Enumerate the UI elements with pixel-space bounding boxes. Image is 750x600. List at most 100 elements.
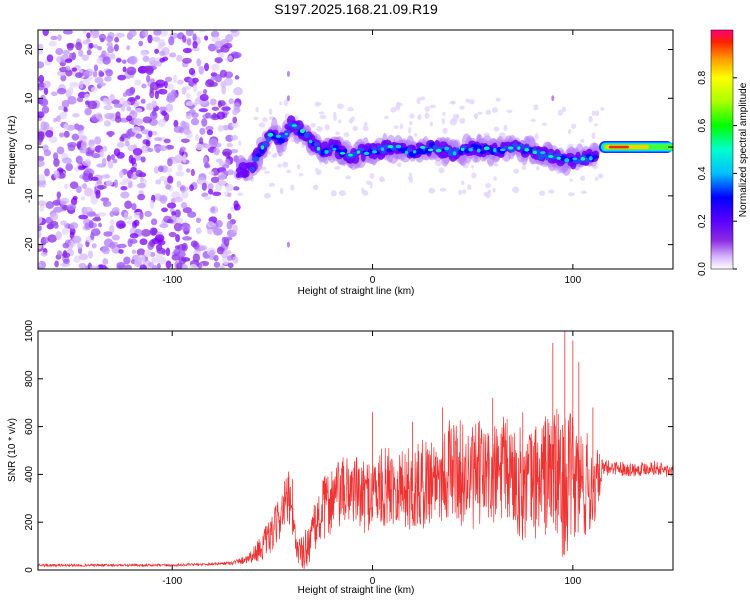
spectrogram-noise-blob [210, 30, 220, 38]
spectrogram-noise-blob [84, 223, 90, 230]
spectrogram-noise-blob [214, 73, 223, 83]
spectrogram-noise-blob [116, 261, 126, 269]
spectrogram-noise-blob [106, 41, 113, 48]
spectrogram-noise-blob [208, 138, 218, 148]
spectrogram-noise-blob [210, 76, 218, 81]
ridge-core-blob [503, 145, 508, 150]
spectrogram-faint-blob [298, 172, 304, 177]
spectrogram-noise-blob [217, 180, 228, 186]
spectrogram-noise-blob [175, 234, 181, 243]
spectrogram-noise-blob [201, 182, 207, 191]
spectrogram-noise-blob [210, 63, 220, 72]
spectrogram-noise-blob [204, 35, 209, 41]
ridge-peak-blob [468, 148, 473, 152]
spectrogram-noise-blob [167, 83, 174, 90]
spectrogram-noise-blob [203, 195, 212, 200]
spectrogram-noise-blob [115, 111, 121, 120]
spectrogram-faint-blob [439, 187, 447, 192]
spectrogram-noise-blob [91, 153, 101, 159]
spectrogram-noise-blob [75, 41, 83, 51]
spectrogram-noise-blob [72, 235, 82, 244]
ridge-peak-blob [316, 146, 321, 151]
spectrogram-noise-blob [57, 34, 62, 41]
spectrogram-faint-blob [468, 99, 475, 105]
spectrogram-noise-blob [156, 247, 167, 254]
ridge-peak-blob [507, 146, 514, 150]
spectrogram-noise-blob [38, 134, 44, 143]
spectrogram-noise-blob [157, 38, 166, 48]
spectrogram-noise-blob [94, 136, 102, 145]
spectrogram-noise-blob [136, 248, 146, 256]
spectrogram-noise-blob [121, 59, 127, 64]
spectrogram-noise-blob [155, 252, 163, 258]
spectrogram-noise-blob [78, 262, 87, 269]
spectrogram-noise-blob [133, 154, 142, 161]
spectrogram-noise-blob [213, 147, 220, 156]
ridge-core-blob [591, 155, 600, 159]
spectrogram-noise-blob [142, 55, 150, 63]
spectrogram-noise-blob [149, 199, 155, 209]
spectrogram-noise-blob [182, 35, 187, 43]
colorbar-tick-label: 0.6 [697, 118, 708, 132]
spectrogram-noise-blob [230, 135, 239, 141]
spectrogram-noise-blob [66, 42, 75, 49]
spectrogram-noise-blob [230, 148, 239, 154]
spectrogram-noise-blob [122, 92, 128, 97]
spectrogram-noise-blob [72, 113, 80, 118]
spectrogram-noise-blob [38, 174, 46, 182]
spectrogram-noise-blob [210, 46, 219, 51]
ridge-peak-blob [460, 147, 465, 152]
spectrogram-noise-blob [158, 88, 168, 95]
spectrogram-noise-blob [50, 212, 59, 221]
spectrogram-faint-blob [264, 170, 271, 174]
ridge-blob [243, 169, 250, 178]
spectrogram-noise-blob [192, 77, 199, 83]
spectrogram-noise-blob [41, 105, 50, 114]
spectrogram-marks [38, 30, 673, 269]
spectrogram-noise-blob [169, 52, 177, 58]
spectrogram-faint-blob [369, 181, 373, 189]
spectrogram-noise-blob [159, 223, 169, 229]
spectrogram-noise-blob [96, 184, 107, 190]
spectrogram-faint-blob [442, 111, 446, 116]
spectrogram-noise-blob [87, 100, 98, 110]
spectrogram-noise-blob [38, 200, 47, 207]
spectrogram-noise-blob [194, 133, 199, 142]
spectrogram-noise-blob [206, 129, 214, 136]
spectrogram-faint-blob [485, 191, 491, 199]
spectrogram-faint-blob [579, 175, 586, 181]
spectrogram-noise-blob [176, 180, 182, 188]
spectrogram-noise-blob [201, 118, 208, 127]
spectrogram-faint-blob [451, 100, 456, 105]
spectrogram-noise-blob [125, 88, 135, 97]
spectrogram-noise-blob [232, 256, 239, 264]
spectrogram-faint-blob [557, 109, 564, 116]
spectrogram-noise-blob [132, 147, 143, 156]
spectrogram-faint-blob [569, 178, 573, 182]
colorbar-tick-label: 0.4 [697, 166, 708, 180]
spectrogram-faint-blob [428, 187, 436, 194]
spectrogram-noise-blob [109, 53, 116, 60]
spectrogram-noise-blob [177, 79, 184, 85]
spectrogram-noise-blob [86, 49, 92, 56]
spectrogram-noise-blob [40, 252, 48, 257]
spectrogram-noise-blob [232, 51, 242, 59]
spectrogram-noise-blob [58, 105, 65, 111]
ridge-peak-blob [356, 150, 361, 154]
spectrogram-noise-blob [102, 258, 109, 266]
spectrogram-faint-blob [315, 102, 322, 106]
spectrogram-noise-blob [222, 164, 230, 169]
spectrogram-noise-blob [208, 81, 218, 87]
spectrogram-noise-blob [152, 36, 161, 42]
spectrogram-faint-blob [258, 122, 266, 128]
spectrogram-faint-blob [429, 104, 436, 109]
spectrogram-noise-blob [233, 203, 241, 211]
spectrogram-noise-blob [38, 225, 42, 232]
colorbar-label: Normalized spectral amplitude [738, 82, 749, 217]
spectrogram-noise-blob [66, 203, 77, 211]
spectrogram-noise-blob [135, 169, 143, 178]
spectrogram-noise-blob [78, 214, 89, 220]
spectrogram-noise-blob [71, 67, 77, 72]
spectrogram-noise-blob [205, 112, 212, 118]
spectrogram-faint-blob [336, 103, 344, 110]
